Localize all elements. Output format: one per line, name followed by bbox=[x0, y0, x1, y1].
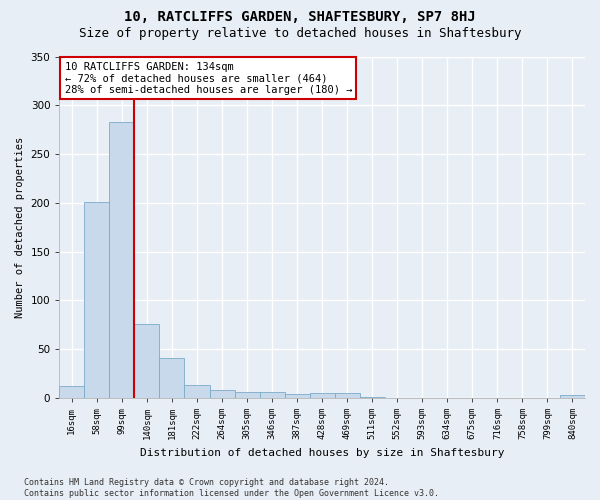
Y-axis label: Number of detached properties: Number of detached properties bbox=[15, 136, 25, 318]
Text: 10, RATCLIFFS GARDEN, SHAFTESBURY, SP7 8HJ: 10, RATCLIFFS GARDEN, SHAFTESBURY, SP7 8… bbox=[124, 10, 476, 24]
Bar bbox=[160, 358, 184, 398]
Bar bbox=[209, 390, 235, 398]
Bar bbox=[85, 202, 109, 398]
Bar bbox=[310, 393, 335, 398]
Bar bbox=[260, 392, 284, 398]
Text: Contains HM Land Registry data © Crown copyright and database right 2024.
Contai: Contains HM Land Registry data © Crown c… bbox=[24, 478, 439, 498]
X-axis label: Distribution of detached houses by size in Shaftesbury: Distribution of detached houses by size … bbox=[140, 448, 505, 458]
Bar bbox=[184, 385, 209, 398]
Bar bbox=[109, 122, 134, 398]
Bar bbox=[284, 394, 310, 398]
Bar bbox=[360, 397, 385, 398]
Bar bbox=[59, 386, 85, 398]
Text: Size of property relative to detached houses in Shaftesbury: Size of property relative to detached ho… bbox=[79, 28, 521, 40]
Bar bbox=[235, 392, 260, 398]
Bar bbox=[335, 393, 360, 398]
Text: 10 RATCLIFFS GARDEN: 134sqm
← 72% of detached houses are smaller (464)
28% of se: 10 RATCLIFFS GARDEN: 134sqm ← 72% of det… bbox=[65, 62, 352, 95]
Bar bbox=[134, 324, 160, 398]
Bar bbox=[560, 395, 585, 398]
